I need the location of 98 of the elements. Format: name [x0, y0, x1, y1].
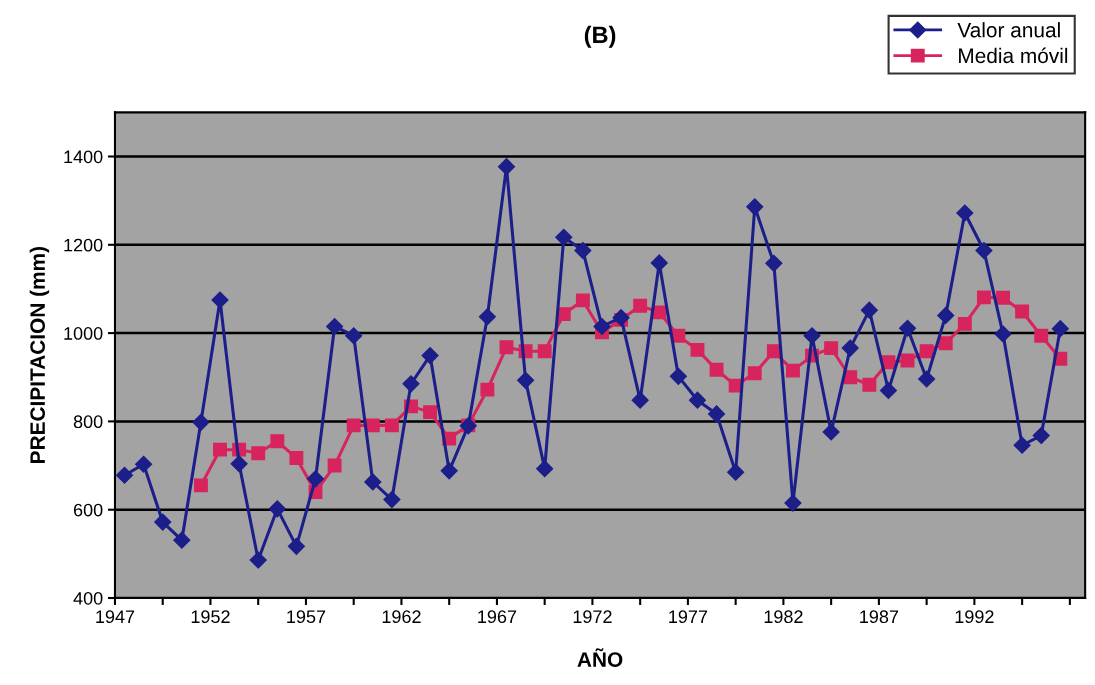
- point: [497, 158, 516, 176]
- point: [956, 204, 974, 222]
- point: [402, 375, 420, 393]
- point: [289, 451, 304, 465]
- point: [708, 405, 726, 423]
- point: [154, 513, 172, 531]
- point: [327, 458, 342, 473]
- x-tick-label: 1952: [191, 610, 230, 624]
- y-tick-label: 1200: [64, 238, 103, 252]
- x-tick-label: 1977: [669, 610, 708, 624]
- point: [346, 418, 361, 433]
- point: [1015, 304, 1030, 319]
- point: [709, 362, 724, 377]
- legend-label: Valor anual: [957, 22, 1060, 38]
- point: [1032, 426, 1050, 445]
- point: [593, 317, 611, 336]
- y-tick-label: 1000: [64, 327, 103, 340]
- point: [384, 418, 399, 433]
- point: [938, 336, 953, 351]
- point: [383, 490, 401, 509]
- point: [650, 254, 668, 272]
- point: [841, 339, 859, 357]
- x-tick-label: 1992: [955, 610, 994, 624]
- point: [364, 473, 382, 491]
- point: [213, 442, 227, 457]
- point: [766, 344, 781, 359]
- point: [631, 391, 649, 409]
- point: [555, 228, 573, 246]
- y-axis-title: PRECIPITACION (mm): [29, 247, 50, 463]
- point: [822, 423, 840, 441]
- point: [1051, 320, 1069, 338]
- point: [996, 290, 1010, 305]
- point: [862, 377, 877, 392]
- point: [517, 371, 535, 389]
- point: [287, 537, 305, 555]
- point: [193, 478, 208, 493]
- y-tick-label: 1400: [64, 150, 103, 164]
- point: [345, 327, 363, 345]
- point: [306, 470, 325, 488]
- point: [440, 462, 458, 480]
- point: [669, 367, 687, 385]
- x-tick-label: 1957: [287, 610, 326, 624]
- x-axis-title: AÑO: [577, 648, 623, 667]
- point: [211, 291, 229, 309]
- point: [135, 455, 153, 473]
- point: [957, 316, 972, 331]
- point: [727, 463, 745, 481]
- point: [1034, 328, 1049, 343]
- point: [786, 363, 800, 378]
- point: [747, 366, 762, 381]
- point: [976, 290, 991, 305]
- point: [879, 381, 897, 400]
- point: [633, 298, 648, 313]
- point: [115, 466, 134, 484]
- y-tick-label: 600: [73, 503, 103, 517]
- point: [575, 293, 590, 308]
- point: [192, 413, 210, 431]
- point: [478, 308, 496, 326]
- point: [784, 494, 802, 512]
- point: [173, 531, 191, 549]
- point: [268, 500, 286, 518]
- point: [746, 198, 764, 216]
- y-tick-label: 400: [73, 591, 103, 605]
- chart-title: (B): [584, 25, 616, 48]
- point: [480, 382, 495, 397]
- point: [365, 418, 380, 433]
- point: [937, 306, 955, 324]
- point: [919, 344, 934, 359]
- point: [994, 325, 1012, 343]
- point: [975, 241, 993, 260]
- x-tick-label: 1987: [860, 610, 899, 624]
- x-tick-label: 1972: [573, 610, 612, 624]
- point: [251, 446, 266, 461]
- point: [860, 301, 878, 319]
- point: [765, 254, 783, 272]
- x-tick-label: 1982: [764, 610, 803, 624]
- x-tick-label: 1967: [478, 610, 517, 624]
- point: [423, 405, 438, 420]
- point: [690, 342, 705, 357]
- x-tick-label: 1947: [96, 610, 135, 624]
- point: [499, 340, 514, 355]
- point: [537, 344, 552, 359]
- point: [270, 434, 285, 449]
- point: [326, 317, 344, 336]
- x-tick-label: 1962: [382, 610, 421, 624]
- legend-label: Media móvil: [959, 47, 1068, 64]
- y-tick-label: 800: [73, 415, 103, 429]
- point: [918, 370, 936, 388]
- point: [574, 241, 592, 260]
- point: [803, 327, 821, 345]
- point: [824, 341, 839, 356]
- point: [230, 455, 248, 473]
- point: [536, 460, 554, 478]
- point: [1013, 436, 1031, 454]
- point: [249, 551, 267, 569]
- point: [688, 391, 707, 409]
- point: [898, 319, 917, 337]
- point: [421, 347, 439, 365]
